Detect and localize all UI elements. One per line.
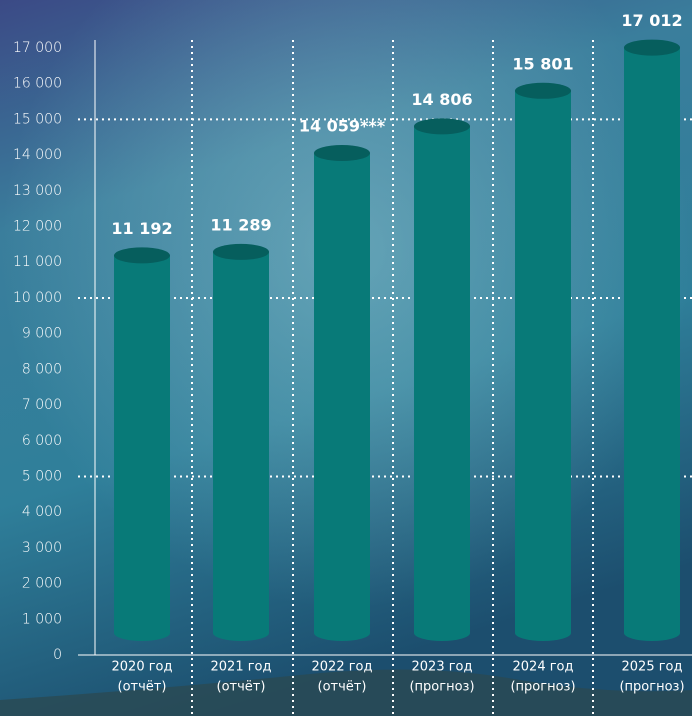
y-tick-label: 2 000 xyxy=(22,576,62,592)
value-label: 15 801 xyxy=(512,54,573,73)
y-tick-label: 1 000 xyxy=(22,611,62,627)
bar-top xyxy=(624,39,680,56)
y-tick-label: 5 000 xyxy=(22,468,62,484)
y-tick-label: 4 000 xyxy=(22,504,62,520)
value-label: 11 192 xyxy=(111,219,172,238)
bar xyxy=(515,90,571,642)
value-label: 14 059*** xyxy=(299,117,386,136)
x-tick-label: 2020 год xyxy=(112,660,173,675)
x-tick-label: (прогноз) xyxy=(510,680,575,695)
bar xyxy=(213,251,269,641)
y-tick-label: 14 000 xyxy=(13,147,62,163)
y-tick-label: 9 000 xyxy=(22,326,62,342)
y-tick-label: 13 000 xyxy=(13,183,62,199)
x-tick-label: 2021 год xyxy=(211,660,272,675)
y-tick-label: 17 000 xyxy=(13,40,62,56)
y-tick-label: 8 000 xyxy=(22,361,62,377)
x-tick-label: (отчёт) xyxy=(318,680,367,695)
x-tick-label: (отчёт) xyxy=(118,680,167,695)
bar-top xyxy=(414,118,470,135)
bar xyxy=(314,153,370,642)
y-tick-label: 3 000 xyxy=(22,540,62,556)
y-tick-label: 16 000 xyxy=(13,76,62,92)
y-tick-label: 10 000 xyxy=(13,290,62,306)
x-tick-label: 2022 год xyxy=(312,660,373,675)
bar xyxy=(624,47,680,641)
value-label: 11 289 xyxy=(210,215,271,234)
bar-top xyxy=(314,145,370,162)
bar-top xyxy=(114,247,170,264)
bar-top xyxy=(213,243,269,260)
y-tick-label: 11 000 xyxy=(13,254,62,270)
x-tick-label: 2025 год xyxy=(622,660,683,675)
x-tick-label: (прогноз) xyxy=(409,680,474,695)
bar xyxy=(114,255,170,641)
bar-top xyxy=(515,82,571,99)
y-tick-label: 7 000 xyxy=(22,397,62,413)
x-tick-label: 2023 год xyxy=(412,660,473,675)
x-tick-label: (отчёт) xyxy=(217,680,266,695)
hills xyxy=(0,669,692,716)
value-label: 14 806 xyxy=(411,90,472,109)
y-tick-label: 15 000 xyxy=(13,111,62,127)
y-tick-label: 6 000 xyxy=(22,433,62,449)
bar xyxy=(414,126,470,642)
y-tick-label: 12 000 xyxy=(13,219,62,235)
y-tick-label: 0 xyxy=(53,647,62,663)
value-label: 17 012 xyxy=(621,11,682,30)
x-tick-label: (прогноз) xyxy=(619,680,684,695)
x-tick-label: 2024 год xyxy=(513,660,574,675)
